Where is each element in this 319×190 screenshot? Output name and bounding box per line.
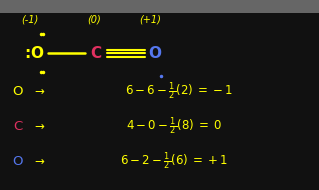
Text: $\rightarrow$: $\rightarrow$ (32, 85, 45, 98)
Text: :: : (24, 46, 30, 61)
Bar (0, 0, 319, 13)
Text: $6-2-\frac{1}{2}(6)\;=+1$: $6-2-\frac{1}{2}(6)\;=+1$ (120, 151, 228, 172)
Text: $\rightarrow$: $\rightarrow$ (32, 155, 45, 168)
Text: (+1): (+1) (139, 15, 161, 25)
Text: $6-6-\frac{1}{2}(2)\;=-1$: $6-6-\frac{1}{2}(2)\;=-1$ (125, 80, 233, 102)
Text: O: O (12, 85, 23, 98)
Text: C: C (13, 120, 22, 133)
Text: $\rightarrow$: $\rightarrow$ (32, 120, 45, 133)
Text: C: C (90, 46, 101, 61)
Text: O: O (148, 46, 161, 61)
Text: $4-0-\frac{1}{2}(8)\;=\;0$: $4-0-\frac{1}{2}(8)\;=\;0$ (126, 116, 222, 137)
Text: O: O (30, 46, 43, 61)
Text: O: O (12, 155, 23, 168)
Text: (0): (0) (87, 15, 101, 25)
Text: (-1): (-1) (22, 15, 39, 25)
